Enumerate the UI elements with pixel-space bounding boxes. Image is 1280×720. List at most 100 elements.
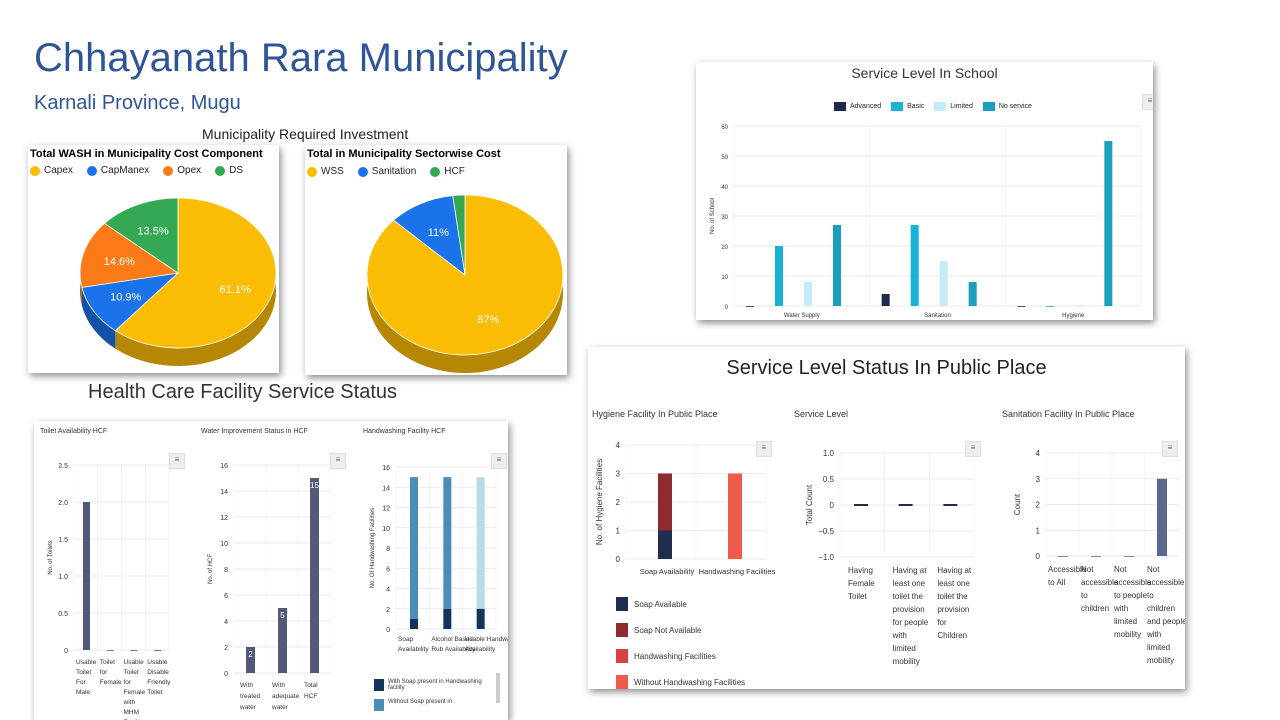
wash-cost-legend: Capex CapManex Opex DS [30,165,243,176]
toilet-bar-0 [83,502,90,650]
school-legend: Advanced Basic Limited No service [834,102,1032,111]
sanit-xlabel-3-5: with [1146,630,1161,639]
legend-capex[interactable]: Capex [30,165,73,176]
school-bar-2-2 [1075,306,1084,307]
hygiene-bar-0-1 [658,473,672,531]
legend-basic[interactable]: Basic [891,102,924,111]
handwash-bar-2-0 [476,608,485,629]
sanit-bar-0 [1058,556,1068,557]
sanit-ylabel: Count [1013,493,1022,515]
toilet-xlabel-2-4: with [123,699,136,706]
toilet-xlabel-3-1: Disable [147,669,169,676]
legend-no-service[interactable]: No service [982,102,1032,111]
service-xlabel-2-4: for [937,618,947,627]
handwash-ytick-3: 6 [386,566,390,573]
service-xlabel-1-1: least one [893,579,926,588]
hcf-panel: Toilet Availability HCF Water Improvemen… [34,421,508,720]
toilet-xlabel-2-0: Usable [124,659,145,666]
water-xlabel-0-2: water [239,704,257,711]
handwash-ytick-4: 8 [386,546,390,553]
school-ylabel: No. of School [710,198,716,234]
sanit-bar-3 [1157,478,1167,556]
handwash-xlabel-0-1: Availability [398,646,429,653]
toilet-xlabel-1-1: for [100,669,108,676]
hygiene-ylabel: No. of Hygiene Facilities [595,459,604,545]
toilet-bar-1 [106,650,114,651]
school-bar-0-2 [804,282,812,306]
school-ytick-1: 10 [721,275,728,281]
legend-wss[interactable]: WSS [307,166,344,177]
sanit-ytick-0: 0 [1036,552,1041,561]
wash-cost-title: Total WASH in Municipality Cost Componen… [30,148,263,160]
handwash-legend: With Soap present in Handwashing facilit… [374,679,494,719]
legend-hcf[interactable]: HCF [430,166,465,177]
toilet-xlabel-2-2: for [124,679,132,686]
service-xlabel-0-0: Having [848,566,873,575]
service-ytick-2: 0 [830,501,835,510]
legend-soap-available[interactable]: Soap Available [616,591,745,617]
sanit-ytick-1: 1 [1036,526,1041,535]
school-bar-2-0 [1017,306,1026,307]
service-ylabel: Total Count [805,484,814,525]
handwash-xlabel-2-0: Usable Handwashing [465,636,508,643]
school-xlabel-1: Sanitation [924,313,951,319]
service-xlabel-2-0: Having at [937,566,972,575]
service-ytick-1: −0.5 [818,527,834,536]
legend-opex[interactable]: Opex [163,165,201,176]
toilet-xlabel-3-2: Friendly [147,679,171,686]
service-ytick-0: −1.0 [818,553,834,562]
pie0-slice-1 [81,272,180,332]
legend-soap-not-available[interactable]: Soap Not Available [616,617,745,643]
toilet-xlabel-1-0: Toilet [100,659,115,666]
handwash-hcf-title: Handwashing Facility HCF [363,428,446,435]
legend-capmanex[interactable]: CapManex [86,165,149,176]
water-ytick-5: 10 [220,541,228,548]
sanit-xlabel-1-3: children [1081,604,1109,613]
legend-advanced[interactable]: Advanced [834,102,881,111]
school-menu-icon[interactable]: ≡ [1142,94,1153,110]
toilet-xlabel-3-0: Usable [147,659,168,666]
handwash-ytick-8: 16 [382,465,390,472]
water-menu-icon[interactable]: ≡ [330,453,346,469]
page-title: Chhayanath Rara Municipality [34,36,568,80]
school-bar-1-1 [910,225,919,306]
water-bar-1 [278,608,287,673]
toilet-ytick-0: 0 [64,648,68,655]
hygiene-ytick-2: 2 [616,498,621,507]
service-xlabel-0-1: Female [848,579,875,588]
school-ytick-2: 20 [721,245,728,251]
service-xlabel-2-1: least one [937,579,970,588]
toilet-menu-icon[interactable]: ≡ [169,453,185,469]
handwash-menu-icon[interactable]: ≡ [491,453,507,469]
investment-heading: Municipality Required Investment [202,126,409,142]
legend-handwashing-facilities[interactable]: Handwashing Facilities [616,643,745,669]
sanit-xlabel-0-0: Accessible [1048,565,1087,574]
wash-cost-panel: Total WASH in Municipality Cost Componen… [28,145,279,373]
service-xlabel-1-0: Having at [893,566,928,575]
legend-with-soap[interactable]: With Soap present in Handwashing facilit… [374,679,494,699]
legend-without-handwashing[interactable]: Without Handwashing Facilities [616,669,745,689]
pie0-label-3: 13.5% [137,226,168,238]
water-bar-2 [310,478,319,673]
legend-without-soap[interactable]: Without Soap present in [374,699,494,719]
legend-ds[interactable]: DS [215,165,243,176]
service-xlabel-1-6: limited [893,644,916,653]
handwash-bar-1-0 [443,608,452,629]
handwash-ytick-7: 14 [382,485,390,492]
handwash-xlabel-0-0: Soap [398,636,414,643]
water-datalabel-2: 15 [310,481,319,490]
hygiene-bar-1-3 [728,473,742,559]
legend-limited[interactable]: Limited [934,102,973,111]
school-chart: 0 10 20 30 40 50 60 No. of School Water Supply Sa… [710,125,1142,319]
service-xlabel-2-2: toilet the [937,592,968,601]
school-bar-2-1 [1046,306,1055,307]
hygiene-ytick-4: 4 [616,441,621,450]
pie0-label-1: 10.9% [110,292,141,304]
pie0-slice-0 [114,197,277,349]
public-panel: Service Level Status In Public Place Hyg… [588,347,1185,689]
legend-scrollbar[interactable] [496,673,500,703]
legend-sanitation[interactable]: Sanitation [357,166,416,177]
toilet-xlabel-0-0: Usable [76,659,97,666]
handwash-xlabel-1-1: Rub Availability [431,646,476,653]
sanit-xlabel-0-1: to All [1048,578,1066,587]
